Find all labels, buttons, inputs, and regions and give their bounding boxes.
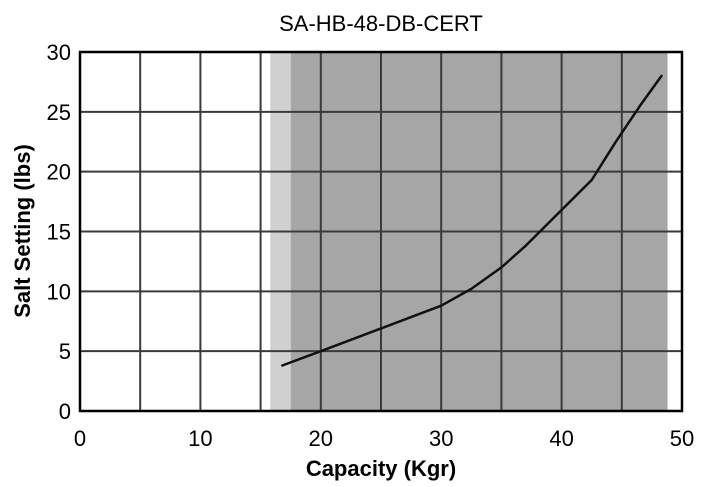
- y-tick-label: 15: [47, 220, 71, 245]
- plot-frame: [78, 50, 684, 413]
- chart-title: SA-HB-48-DB-CERT: [279, 11, 483, 36]
- x-tick-label: 50: [670, 426, 694, 451]
- x-tick-label: 20: [309, 426, 333, 451]
- x-tick-label: 10: [188, 426, 212, 451]
- y-tick-label: 10: [47, 279, 71, 304]
- y-tick-label: 0: [59, 399, 71, 424]
- series-layer: [281, 74, 663, 367]
- x-tick-label: 40: [549, 426, 573, 451]
- y-tick-label: 5: [59, 339, 71, 364]
- y-tick-label: 25: [47, 100, 71, 125]
- series-line-1: [281, 74, 663, 367]
- y-axis-label: Salt Setting (lbs): [10, 144, 35, 318]
- tick-labels: 0 10 20 30 40 50 0 5 10 15 20 25 30: [47, 40, 695, 451]
- x-tick-label: 30: [429, 426, 453, 451]
- x-axis-label: Capacity (Kgr): [306, 456, 456, 481]
- y-tick-label: 20: [47, 160, 71, 185]
- y-tick-label: 30: [47, 40, 71, 65]
- grid-lines: [80, 52, 682, 411]
- plot-border: [78, 50, 684, 413]
- x-tick-label: 0: [74, 426, 86, 451]
